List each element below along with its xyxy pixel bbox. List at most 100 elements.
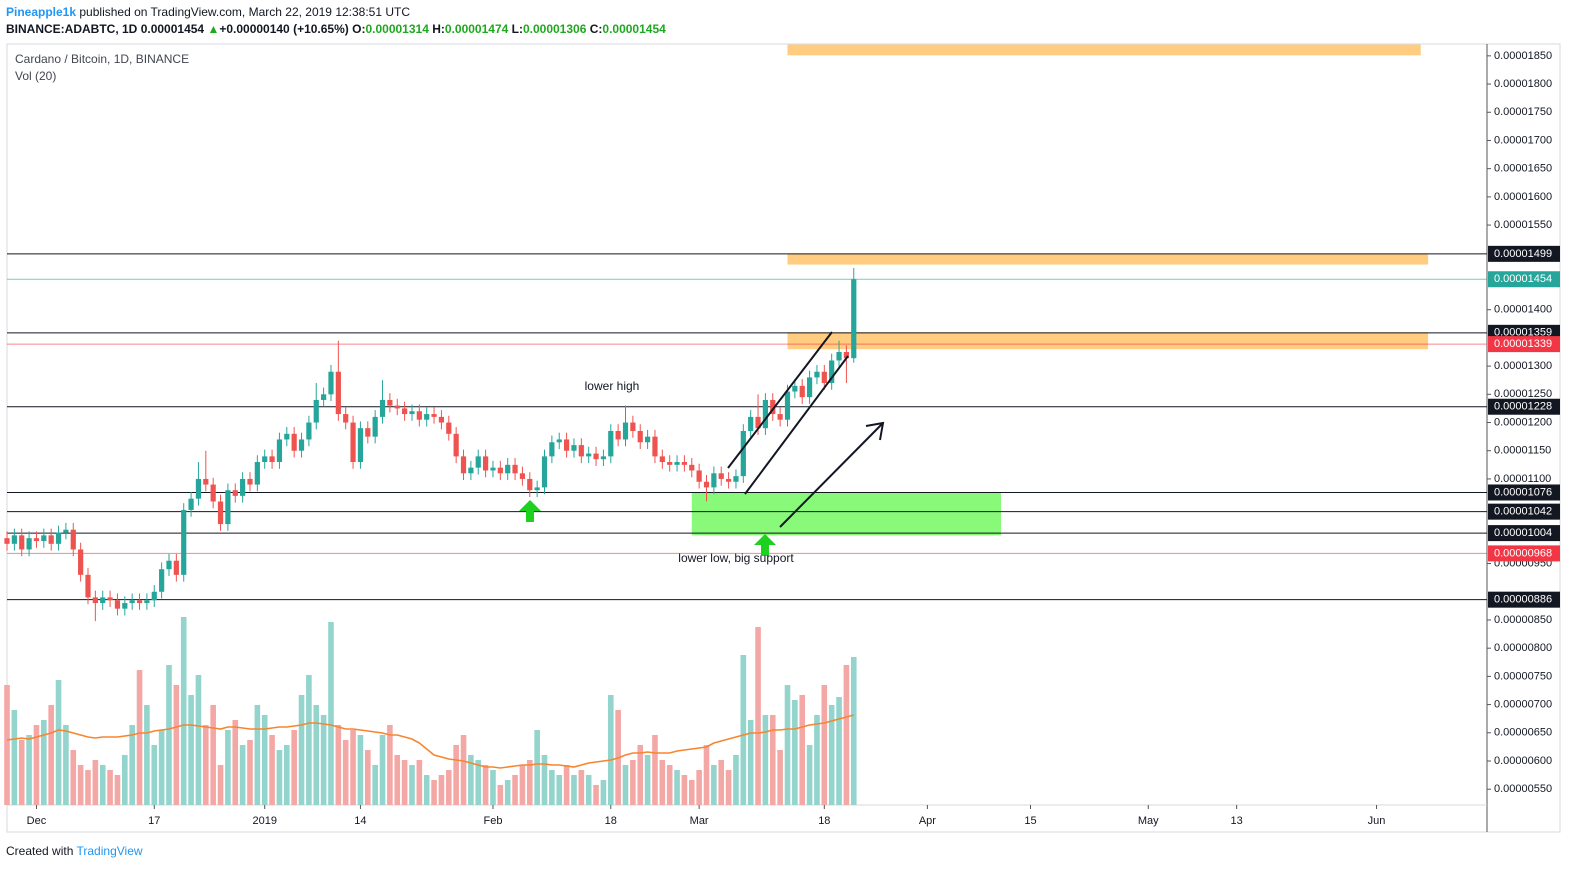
x-tick-label: 2019 (252, 815, 276, 827)
volume-bar (556, 775, 563, 805)
candle-body (814, 371, 820, 378)
candle-body (217, 501, 224, 525)
volume-bar (792, 700, 798, 805)
candle-body (711, 473, 717, 488)
volume-bar (320, 715, 327, 805)
candle-body (26, 538, 32, 550)
volume-bar (784, 685, 791, 805)
y-tick-label: 0.00000650 (1494, 727, 1552, 739)
volume-bar (460, 735, 467, 805)
level-label-bg (1488, 245, 1560, 262)
annotation: lower high (585, 379, 640, 393)
candle-body (674, 462, 680, 465)
y-tick-label: 0.00001750 (1494, 106, 1552, 118)
volume-bar (195, 675, 202, 805)
volume-bar (423, 775, 430, 805)
header-line-2: BINANCE:ADABTC, 1D 0.00001454 ▲+0.000001… (6, 21, 666, 38)
volume-bar (313, 705, 320, 805)
author[interactable]: Pineapple1k (6, 5, 77, 19)
candle-body (306, 422, 312, 440)
candle-body (571, 445, 577, 451)
x-tick-label: Dec (27, 815, 47, 827)
candle-body (343, 414, 349, 423)
y-tick-label: 0.00001300 (1494, 360, 1552, 372)
y-tick-label: 0.00000600 (1494, 755, 1552, 767)
volume-bar (409, 765, 415, 805)
volume-bar (188, 695, 194, 805)
level-label: 0.00001499 (1494, 248, 1552, 260)
volume-ma (6, 714, 854, 769)
volume-bar (482, 765, 489, 805)
candle-body (424, 414, 430, 420)
volume-bar (136, 670, 143, 805)
candle-body (483, 456, 489, 471)
candle-body (460, 456, 467, 474)
low: 0.00001306 (522, 22, 587, 36)
candle-body (321, 394, 327, 400)
candle-body (11, 535, 17, 544)
volume-bar (762, 715, 769, 805)
up-arrow (519, 500, 541, 522)
volume-bar (607, 695, 614, 805)
plot (4, 44, 1487, 805)
volume-bar (158, 730, 165, 805)
candle-body (19, 535, 25, 550)
volume-bar (674, 770, 680, 805)
y-tick-label: 0.00001250 (1494, 388, 1552, 400)
volume-bar (328, 622, 334, 805)
candle-body (372, 416, 378, 437)
brand[interactable]: TradingView (76, 844, 143, 858)
volume-bar (122, 755, 128, 805)
annotation: lower low, big support (678, 551, 794, 565)
footer: Created with TradingView (6, 844, 143, 858)
volume-bar (85, 770, 91, 805)
candle-body (416, 411, 422, 420)
candle-body (644, 436, 651, 443)
volume-bar (306, 675, 312, 805)
candle-body (438, 416, 445, 423)
volume-bar (814, 715, 820, 805)
volume-bar (26, 735, 32, 805)
volume-bar (416, 760, 423, 805)
candle-body (718, 473, 724, 479)
arrow-head (865, 421, 885, 441)
candle-body (549, 442, 555, 457)
candle-body (593, 453, 599, 460)
volume-bar (622, 765, 629, 805)
candle-body (497, 467, 503, 474)
candle-body (350, 422, 356, 463)
volume-bar (563, 765, 570, 805)
candle-body (63, 529, 69, 533)
arrow: ▲ (207, 22, 220, 36)
volume-bar (4, 685, 10, 805)
volume-bar (445, 770, 452, 805)
zone (787, 44, 1421, 56)
volume-bar (269, 735, 275, 805)
candle-body (48, 535, 54, 544)
c-label: C: (589, 22, 603, 36)
y-tick-label: 0.00001800 (1494, 78, 1552, 90)
volume-bar (828, 705, 835, 805)
candle-body (254, 462, 260, 485)
volume-bar (850, 657, 857, 805)
volume-bar (129, 725, 135, 805)
volume-bar (821, 685, 828, 805)
volume-bar (92, 760, 99, 805)
candle-body (335, 371, 341, 415)
volume-bar (107, 770, 113, 805)
candle-body (748, 416, 754, 431)
volume-bar (173, 685, 180, 805)
volume-bar (571, 775, 577, 805)
volume-bar (55, 680, 62, 805)
candle-body (195, 478, 202, 499)
volume-bar (747, 720, 754, 805)
candle-body (829, 360, 835, 384)
candle-body (659, 456, 665, 463)
candle-body (387, 399, 393, 406)
open: 0.00001314 (365, 22, 429, 36)
candle-body (402, 408, 408, 415)
candle-body (4, 538, 10, 544)
volume-bar (291, 730, 297, 805)
created: Created with (6, 844, 74, 858)
volume-bar (372, 765, 378, 805)
